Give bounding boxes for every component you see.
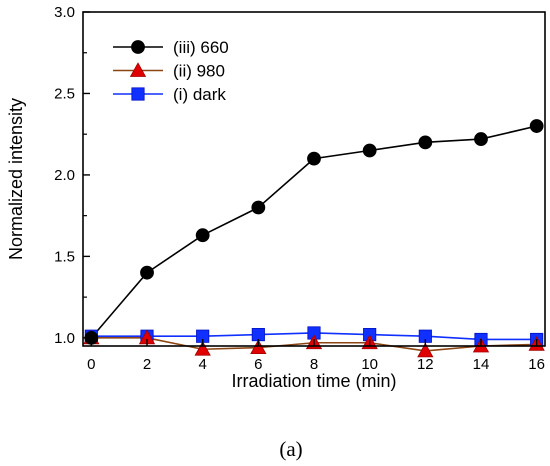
- legend-item: (iii) 660: [113, 38, 229, 57]
- legend: (iii) 660 (ii) 980 (i) dark: [113, 38, 229, 104]
- data-point-circle: [362, 143, 377, 158]
- figure-caption: (a): [279, 437, 302, 461]
- data-point-circle: [307, 151, 321, 166]
- data-point-circle: [474, 132, 488, 146]
- legend-label: (i) dark: [173, 85, 226, 104]
- x-axis: 0 2 4 6 8 10 12 14 16: [87, 339, 545, 373]
- legend-label: (ii) 980: [173, 62, 225, 81]
- y-tick-label: 3.0: [54, 4, 75, 21]
- data-point-circle: [195, 228, 210, 243]
- x-tick-label: 12: [417, 356, 434, 373]
- legend-marker: [129, 62, 147, 77]
- series-points-0: [84, 119, 544, 345]
- data-point-triangle: [417, 342, 434, 358]
- data-point-circle: [418, 135, 433, 150]
- legend-item: (ii) 980: [113, 62, 225, 81]
- data-point-circle: [529, 119, 544, 133]
- x-tick-label: 0: [87, 356, 95, 373]
- legend-marker: [131, 87, 145, 101]
- y-tick-label: 1.0: [54, 330, 75, 347]
- y-axis: 1.0 1.5 2.0 2.5 3.0: [54, 4, 90, 347]
- plot-frame: [82, 11, 546, 347]
- x-tick-label: 10: [361, 356, 378, 373]
- legend-marker: [131, 40, 145, 54]
- y-tick-label: 1.5: [54, 248, 75, 265]
- series-markers: [83, 119, 545, 358]
- x-tick-label: 16: [528, 356, 545, 373]
- data-point-circle: [251, 200, 266, 215]
- data-point-square: [251, 328, 265, 342]
- x-tick-label: 6: [254, 356, 262, 373]
- x-axis-label: Irradiation time (min): [231, 371, 396, 391]
- data-point-triangle: [250, 339, 267, 355]
- legend-item: (i) dark: [113, 85, 226, 104]
- y-tick-label: 2.5: [54, 85, 75, 102]
- legend-label: (iii) 660: [173, 38, 229, 57]
- y-axis-label: Normalized intensity: [6, 98, 26, 260]
- x-tick-label: 2: [143, 356, 151, 373]
- data-point-triangle: [194, 340, 211, 356]
- x-tick-label: 14: [473, 356, 490, 373]
- y-tick-label: 2.0: [54, 167, 75, 184]
- x-tick-label: 8: [310, 356, 318, 373]
- data-point-circle: [140, 265, 154, 280]
- x-tick-label: 4: [199, 356, 207, 373]
